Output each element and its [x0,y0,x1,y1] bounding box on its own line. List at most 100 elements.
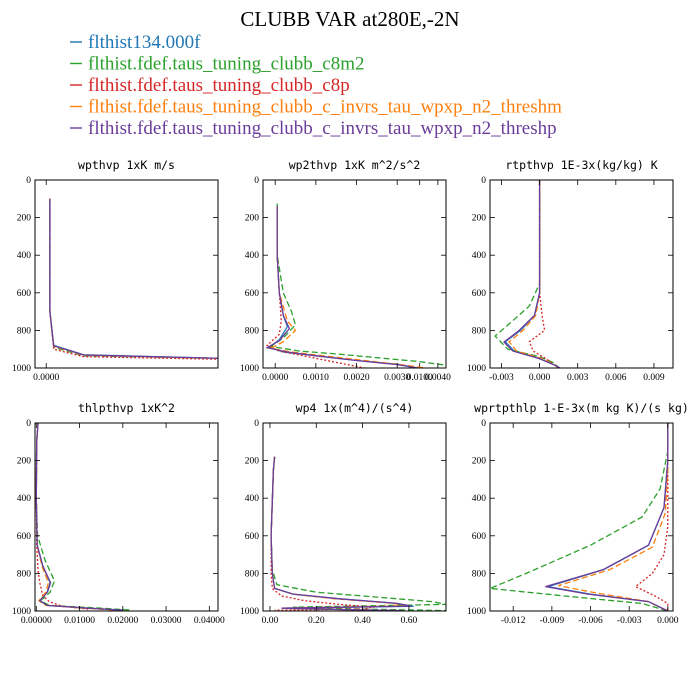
y-tick-label: 600 [17,289,32,299]
series-line [265,206,365,368]
legend-label: flthist.fdef.taus_tuning_clubb_c8m2 [88,54,365,75]
x-tick-label: -0.003 [489,373,514,383]
series-group [494,180,561,368]
series-line [545,423,669,611]
series-line [35,423,123,611]
series-group [49,198,218,360]
y-tick-label: 1000 [12,364,31,374]
series-line [503,180,561,368]
legend-label: flthist.fdef.taus_tuning_clubb_c_invrs_t… [88,97,562,118]
y-tick-label: 800 [245,326,260,336]
plot-frame [34,179,219,369]
series-line [270,456,446,611]
x-tick-label: 0.003 [567,373,589,383]
y-tick-label: 600 [472,289,487,299]
y-tick-label: 400 [472,494,487,504]
series-line [49,198,218,359]
y-tick-label: 600 [245,289,260,299]
panel-2: wp2thvp 1xK m^2/s^2020040060080010000.00… [240,158,451,383]
legend-label: flthist.fdef.taus_tuning_clubb_c8p [88,75,350,96]
x-tick-label: 0.03000 [151,616,182,626]
series-line [634,423,669,611]
series-line [490,423,669,611]
x-tick-label: 0.009 [643,373,665,383]
series-line [35,423,89,610]
y-tick-label: 400 [17,494,32,504]
x-tick-label: -0.009 [540,616,565,626]
x-tick-label: 0.0000 [262,373,288,383]
x-tick-label: 0.000 [529,373,551,383]
series-line [49,198,218,360]
series-group [490,423,669,611]
x-tick-label: 0.00 [262,616,279,626]
y-tick-label: 200 [472,214,487,224]
series-line [265,206,418,368]
x-tick-label: 0.20 [308,616,325,626]
y-tick-label: 200 [245,214,260,224]
x-tick-label: 0.0100 [407,373,433,383]
series-group [265,203,446,368]
y-tick-label: 1000 [467,364,486,374]
legend-label: flthist.fdef.taus_tuning_clubb_c_invrs_t… [88,118,557,139]
y-tick-label: 400 [245,494,260,504]
series-line [270,456,412,611]
x-tick-label: -0.006 [578,616,603,626]
y-tick-label: 1000 [12,607,31,617]
panel-title: thlpthvp 1xK^2 [78,401,175,415]
series-line [270,456,409,611]
series-line [35,423,115,611]
x-tick-label: 0.01000 [64,616,95,626]
panel-title: wp4 1x(m^4)/(s^4) [296,401,414,415]
x-tick-label: 0.0040 [425,373,451,383]
x-tick-label: 0.000 [657,616,679,626]
series-line [49,198,218,359]
y-tick-label: 1000 [467,607,486,617]
series-line [494,180,560,368]
x-tick-label: 0.04000 [194,616,225,626]
series-line [267,206,418,368]
y-tick-label: 600 [245,532,260,542]
y-tick-label: 800 [472,326,487,336]
y-tick-label: 200 [17,457,32,467]
x-tick-label: 0.40 [354,616,371,626]
y-tick-label: 0 [481,176,486,186]
y-tick-label: 800 [17,326,32,336]
series-group [270,456,446,611]
panel-6: wprtpthlp 1-E-3x(m kg K)/(s kg) 0 200 400 60… [467,401,689,626]
y-tick-label: 400 [472,251,487,261]
y-tick-label: 200 [17,214,32,224]
x-tick-label: -0.003 [617,616,642,626]
figure-title: CLUBB VAR at280E,-2N [240,7,459,31]
y-tick-label: 0 [254,176,259,186]
x-tick-label: 0.00000 [21,616,52,626]
x-tick-label: 0.0000 [33,373,59,383]
series-line [49,198,218,360]
plot-frame [489,422,674,612]
series-line [269,206,426,368]
y-tick-label: 200 [245,457,260,467]
panel-title: wp2thvp 1xK m^2/s^2 [289,158,421,172]
x-tick-label: 0.0010 [303,373,329,383]
series-line [269,203,446,366]
panel-3: rtpthvp 1E-3x(kg/kg) K 0 200 400 600 800 1000-… [467,158,674,383]
x-tick-label: 0.0020 [343,373,369,383]
plot-frame [262,179,447,369]
y-tick-label: 400 [245,251,260,261]
panel-title: wpthvp 1xK m/s [78,158,175,172]
series-line [49,198,218,359]
y-tick-label: 1000 [240,364,259,374]
y-tick-label: 0 [254,419,259,429]
plot-frame [34,422,219,612]
series-group [35,423,132,611]
series-line [35,423,123,611]
plot-frame [489,179,674,369]
y-tick-label: 0 [26,176,31,186]
x-tick-label: 0.0030 [384,373,410,383]
y-tick-label: 200 [472,457,487,467]
y-tick-label: 600 [472,532,487,542]
